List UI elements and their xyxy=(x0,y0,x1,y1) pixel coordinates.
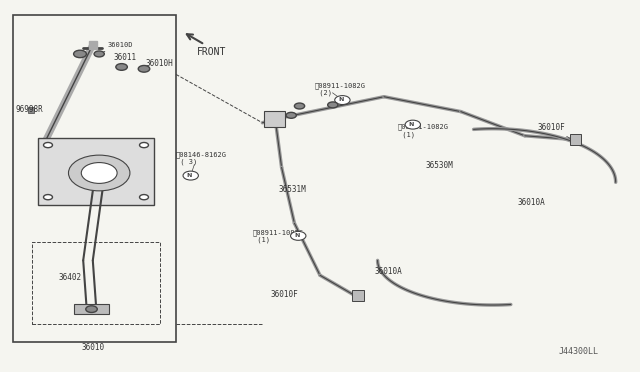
Text: N: N xyxy=(339,97,344,102)
Circle shape xyxy=(286,112,296,118)
FancyBboxPatch shape xyxy=(264,111,285,127)
Text: N: N xyxy=(187,173,192,178)
Text: 36010A: 36010A xyxy=(517,198,545,207)
Circle shape xyxy=(140,142,148,148)
Text: 36010A: 36010A xyxy=(374,267,402,276)
FancyBboxPatch shape xyxy=(38,138,154,205)
Circle shape xyxy=(405,120,420,129)
Circle shape xyxy=(74,50,86,58)
Circle shape xyxy=(94,51,104,57)
Bar xyxy=(13,15,176,342)
FancyBboxPatch shape xyxy=(74,304,109,314)
Circle shape xyxy=(335,96,350,105)
Circle shape xyxy=(294,103,305,109)
Text: J44300LL: J44300LL xyxy=(559,347,598,356)
Circle shape xyxy=(138,65,150,72)
Circle shape xyxy=(116,64,127,70)
Circle shape xyxy=(81,163,117,183)
Text: 36010D: 36010D xyxy=(102,42,133,53)
Text: 36011: 36011 xyxy=(114,53,137,62)
Text: ⓝ08911-1082G
 (2): ⓝ08911-1082G (2) xyxy=(315,82,366,96)
Bar xyxy=(32,242,160,324)
Text: N: N xyxy=(409,122,414,127)
Text: N: N xyxy=(294,233,300,238)
Text: 36531M: 36531M xyxy=(278,185,306,194)
Text: FRONT: FRONT xyxy=(197,46,227,57)
Text: ⓝ08911-1082G
 (1): ⓝ08911-1082G (1) xyxy=(398,124,449,138)
Bar xyxy=(352,290,364,301)
Text: ⓝ08911-1082G
 (1): ⓝ08911-1082G (1) xyxy=(253,229,304,243)
Circle shape xyxy=(183,171,198,180)
Text: 36402: 36402 xyxy=(59,273,82,282)
Circle shape xyxy=(328,102,338,108)
Circle shape xyxy=(68,155,130,191)
Text: ⓝ08146-8162G
 ( 3): ⓝ08146-8162G ( 3) xyxy=(176,151,227,165)
Text: 36010: 36010 xyxy=(81,343,104,352)
Text: 36530M: 36530M xyxy=(426,161,453,170)
Circle shape xyxy=(140,195,148,200)
Text: 36010H: 36010H xyxy=(146,59,173,68)
Circle shape xyxy=(44,142,52,148)
Text: 36010F: 36010F xyxy=(270,291,298,299)
Circle shape xyxy=(44,195,52,200)
Text: 96998R: 96998R xyxy=(16,105,44,114)
Circle shape xyxy=(86,306,97,312)
Circle shape xyxy=(291,231,306,240)
Text: 36010F: 36010F xyxy=(538,123,570,138)
Bar xyxy=(570,134,581,145)
